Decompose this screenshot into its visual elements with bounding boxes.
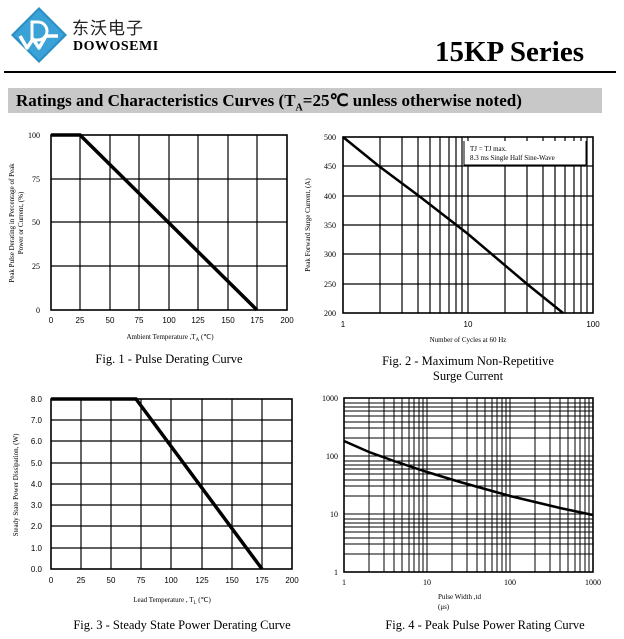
svg-text:150: 150 (225, 576, 239, 585)
svg-text:25: 25 (76, 316, 85, 325)
svg-text:0.0: 0.0 (31, 565, 43, 574)
svg-text:8.0: 8.0 (31, 395, 43, 404)
section-title-bar: Ratings and Characteristics Curves (TA=2… (8, 88, 602, 113)
svg-text:25: 25 (77, 576, 86, 585)
svg-text:1.0: 1.0 (31, 544, 43, 553)
svg-text:5.0: 5.0 (31, 459, 43, 468)
fig2-y-axis-label: Peak Forward Surge Current, (A) (304, 178, 312, 272)
fig3-x-axis-label: Lead Temperature , TL (℃) (133, 596, 211, 606)
svg-text:100: 100 (326, 452, 338, 461)
svg-text:125: 125 (195, 576, 209, 585)
svg-text:10: 10 (330, 510, 338, 519)
svg-text:10: 10 (464, 320, 473, 329)
svg-text:7.0: 7.0 (31, 416, 43, 425)
fig2-note-2: 8.3 ms Single Half Sine-Wave (470, 154, 555, 162)
svg-text:450: 450 (324, 162, 336, 171)
fig2-note-1: TJ = TJ max. (470, 145, 507, 153)
svg-text:75: 75 (32, 175, 40, 184)
svg-text:0: 0 (49, 316, 54, 325)
fig2-caption-line-2: Surge Current (432, 369, 504, 383)
svg-text:50: 50 (106, 316, 115, 325)
fig2-x-axis-label: Number of Cycles at 60 Hz (430, 336, 507, 344)
svg-text:0: 0 (49, 576, 54, 585)
fig1-y-axis-label-1: Peak Pulse Derating in Percentage of Pea… (8, 163, 16, 283)
dowosemi-logo-icon (11, 7, 67, 63)
svg-text:1: 1 (342, 578, 346, 587)
svg-text:350: 350 (324, 221, 336, 230)
fig2-surge-current-chart: TJ = TJ max. 8.3 ms Single Half Sine-Wav… (304, 133, 600, 344)
svg-text:1: 1 (334, 568, 338, 577)
svg-text:400: 400 (324, 192, 336, 201)
svg-text:200: 200 (324, 309, 336, 318)
svg-text:100: 100 (504, 578, 516, 587)
svg-text:3.0: 3.0 (31, 501, 43, 510)
fig3-steady-state-derating-chart: 8.0 7.0 6.0 5.0 4.0 3.0 2.0 1.0 0.0 0 25 50 75 10… (12, 395, 299, 606)
svg-text:150: 150 (221, 316, 235, 325)
brand-name-chinese: 东沃电子 (72, 19, 144, 39)
header-divider (4, 71, 616, 73)
fig4-x-axis-unit: (μs) (438, 603, 450, 611)
fig4-x-axis-label: Pulse Width ,td (438, 593, 481, 601)
brand-name-english: DOWOSEMI (73, 39, 159, 54)
svg-text:175: 175 (250, 316, 264, 325)
svg-text:4.0: 4.0 (31, 480, 43, 489)
fig1-x-axis-label: Ambient Temperature ,TA (℃) (126, 333, 214, 343)
svg-text:2.0: 2.0 (31, 522, 43, 531)
svg-text:50: 50 (107, 576, 116, 585)
fig1-caption: Fig. 1 - Pulse Derating Curve (95, 352, 243, 366)
svg-text:250: 250 (324, 280, 336, 289)
svg-text:50: 50 (32, 218, 40, 227)
svg-text:1000: 1000 (322, 394, 338, 403)
svg-text:75: 75 (137, 576, 146, 585)
series-title: 15KP Series (434, 36, 584, 68)
fig4-caption: Fig. 4 - Peak Pulse Power Rating Curve (385, 618, 585, 632)
svg-text:100: 100 (586, 320, 600, 329)
svg-text:200: 200 (285, 576, 299, 585)
svg-text:1: 1 (341, 320, 346, 329)
section-title: Ratings and Characteristics Curves (TA=2… (16, 91, 522, 114)
fig2-caption: Fig. 2 - Maximum Non-Repetitive Surge Cu… (343, 354, 593, 384)
svg-text:500: 500 (324, 133, 336, 142)
svg-text:100: 100 (164, 576, 178, 585)
svg-text:300: 300 (324, 250, 336, 259)
svg-text:100: 100 (162, 316, 176, 325)
svg-text:175: 175 (255, 576, 269, 585)
svg-text:1000: 1000 (585, 578, 601, 587)
fig3-y-axis-label: Steady State Power Dissipation, (W) (12, 433, 20, 537)
fig3-caption: Fig. 3 - Steady State Power Derating Cur… (73, 618, 291, 632)
svg-text:125: 125 (191, 316, 205, 325)
svg-text:100: 100 (28, 131, 40, 140)
svg-text:0: 0 (36, 306, 40, 315)
fig2-caption-line-1: Fig. 2 - Maximum Non-Repetitive (382, 354, 554, 368)
svg-text:10: 10 (423, 578, 431, 587)
svg-text:6.0: 6.0 (31, 437, 43, 446)
fig1-pulse-derating-chart: 100 75 50 25 0 0 25 50 75 100 125 150 175 200 Am… (8, 131, 294, 343)
svg-text:25: 25 (32, 262, 40, 271)
svg-text:200: 200 (280, 316, 294, 325)
fig1-y-axis-label-2: Power or Current, (%) (17, 191, 25, 254)
svg-text:75: 75 (135, 316, 144, 325)
